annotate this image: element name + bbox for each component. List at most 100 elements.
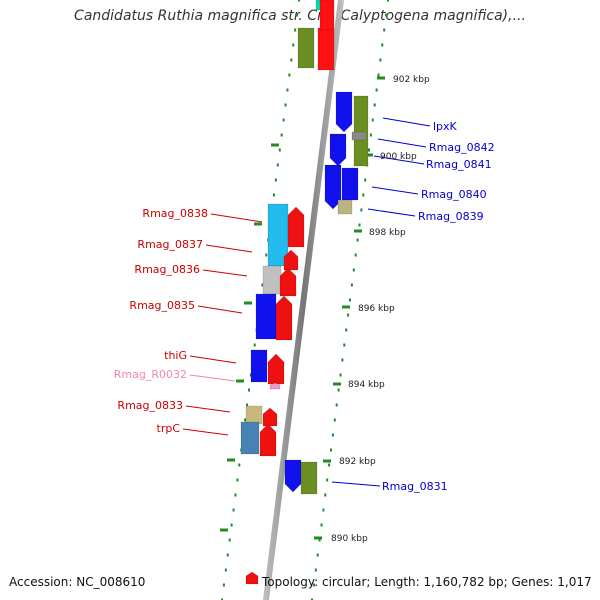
ruler-tick xyxy=(342,305,350,309)
guide-dot xyxy=(232,508,235,512)
gene-label-lpxk[interactable]: lpxK xyxy=(433,120,458,133)
guide-dot xyxy=(385,13,388,17)
guide-dot xyxy=(272,193,275,197)
leader-line xyxy=(189,374,236,382)
gene-feature xyxy=(335,91,353,133)
guide-dot xyxy=(274,178,277,182)
guide-dot xyxy=(347,313,350,317)
guide-dot xyxy=(345,328,348,332)
guide-dot xyxy=(298,0,300,2)
guide-dot xyxy=(230,523,233,527)
guide-dot xyxy=(286,88,289,92)
gene-feature xyxy=(262,407,278,427)
guide-dot xyxy=(288,73,291,77)
guide-dot xyxy=(246,403,249,407)
guide-dot xyxy=(247,388,250,392)
guide-dot xyxy=(381,43,384,47)
guide-dot xyxy=(249,373,252,377)
guide-dot xyxy=(296,13,299,17)
gene-label-thig[interactable]: thiG xyxy=(164,349,187,362)
gene-label-rmag-0838[interactable]: Rmag_0838 xyxy=(142,207,208,220)
guide-dot xyxy=(278,148,281,152)
ruler-label: 890 kbp xyxy=(331,534,368,544)
guide-dot xyxy=(222,583,225,587)
gene-feature xyxy=(319,0,335,31)
guide-dot xyxy=(335,403,338,407)
gene-feature xyxy=(267,353,285,385)
gene-feature xyxy=(245,571,259,585)
guide-dot xyxy=(312,583,315,587)
guide-dot xyxy=(373,103,376,107)
gene-feature xyxy=(240,421,260,455)
guide-dot xyxy=(328,463,331,467)
ruler-tick xyxy=(365,153,373,157)
guide-dot xyxy=(383,28,386,32)
guide-dot xyxy=(324,493,327,497)
gene-feature xyxy=(255,293,277,340)
guide-dot xyxy=(221,598,223,600)
gene-feature xyxy=(245,405,263,425)
gene-label-rmag-0835[interactable]: Rmag_0835 xyxy=(129,299,195,312)
guide-dot xyxy=(280,133,283,137)
label-leader-lines xyxy=(182,117,431,487)
gene-label-rmag-0841[interactable]: Rmag_0841 xyxy=(426,158,492,171)
gene-label-rmag-0840[interactable]: Rmag_0840 xyxy=(421,188,487,201)
guide-dot xyxy=(350,283,353,287)
gene-label-rmag-0839[interactable]: Rmag_0839 xyxy=(418,210,484,223)
gene-feature xyxy=(297,27,315,69)
genome-backbone xyxy=(263,0,344,600)
ruler-tick xyxy=(236,379,244,383)
guide-dot xyxy=(364,178,367,182)
guide-dot xyxy=(352,268,355,272)
guide-dot xyxy=(356,238,359,242)
guide-dot xyxy=(360,208,363,212)
guide-dot xyxy=(330,448,332,452)
leader-line xyxy=(371,186,419,195)
gene-feature xyxy=(269,382,281,390)
guide-dot xyxy=(290,58,293,62)
guide-dot xyxy=(261,283,264,287)
guide-dot xyxy=(234,493,237,497)
guide-dot xyxy=(369,133,372,137)
ruler-tick xyxy=(220,528,228,532)
leader-line xyxy=(205,244,253,253)
ruler-label: 900 kbp xyxy=(380,152,417,162)
guide-dot xyxy=(282,118,285,122)
map-title: Candidatus Ruthia magnifica str. Cm (Cal… xyxy=(74,8,526,24)
gene-feature xyxy=(287,206,305,248)
guide-dot xyxy=(379,58,382,62)
leader-line xyxy=(210,213,263,223)
guide-dot xyxy=(349,298,351,302)
leader-line xyxy=(331,481,381,487)
gene-label-rmag-0833[interactable]: Rmag_0833 xyxy=(117,399,183,412)
leader-line xyxy=(197,305,243,314)
ruler-tick xyxy=(254,222,262,226)
ruler-tick xyxy=(271,143,279,147)
guide-dot xyxy=(371,118,374,122)
leader-line xyxy=(377,138,427,148)
guide-dot xyxy=(226,553,229,557)
gene-label-rmag-0842[interactable]: Rmag_0842 xyxy=(429,141,495,154)
guide-dot xyxy=(377,73,380,77)
guide-dot xyxy=(354,253,357,257)
gene-feature xyxy=(353,95,369,167)
gene-label-trpc[interactable]: trpC xyxy=(157,422,181,435)
guide-dot xyxy=(337,388,340,392)
guide-dot xyxy=(224,568,227,572)
guide-dot xyxy=(322,508,325,512)
guide-dot xyxy=(343,343,346,347)
leader-line xyxy=(182,428,229,436)
leader-line xyxy=(373,155,425,165)
guide-dot xyxy=(320,523,323,527)
gene-label-rmag-r0032[interactable]: Rmag_R0032 xyxy=(114,368,187,381)
ruler-tick xyxy=(333,382,341,386)
gene-label-rmag-0836[interactable]: Rmag_0836 xyxy=(134,263,200,276)
leader-line xyxy=(202,269,248,277)
gene-label-rmag-0831[interactable]: Rmag_0831 xyxy=(382,480,448,493)
gene-feature xyxy=(262,265,282,295)
ruler-tick xyxy=(314,536,322,540)
guide-dot xyxy=(339,373,342,377)
gene-label-rmag-0837[interactable]: Rmag_0837 xyxy=(137,238,203,251)
leader-line xyxy=(185,405,231,413)
